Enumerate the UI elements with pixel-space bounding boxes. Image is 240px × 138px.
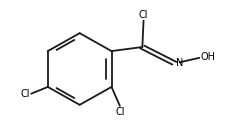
Text: Cl: Cl [139, 10, 148, 20]
Text: N: N [176, 58, 183, 68]
Text: Cl: Cl [21, 89, 30, 99]
Text: Cl: Cl [115, 107, 125, 116]
Text: OH: OH [200, 52, 216, 62]
